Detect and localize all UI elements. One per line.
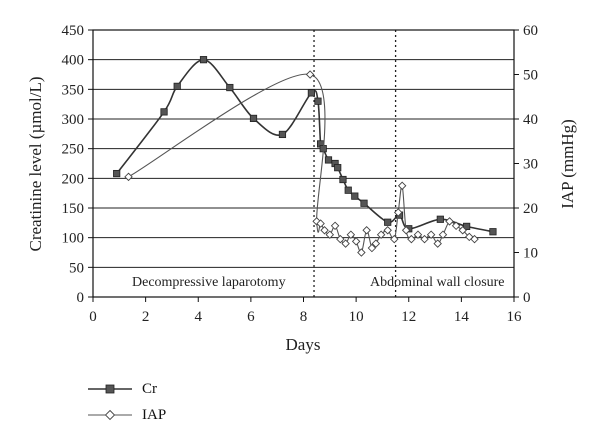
y-left-tick-label: 50	[69, 260, 84, 276]
legend-item-cr: Cr	[88, 376, 166, 402]
plot-area	[92, 29, 515, 298]
x-tick-label: 14	[454, 309, 470, 325]
annotation-laparotomy: Decompressive laparotomy	[132, 275, 286, 290]
data-point-iap	[470, 234, 479, 244]
legend-swatch-iap	[88, 409, 132, 421]
data-point-cr	[489, 228, 497, 236]
data-point-cr	[436, 215, 444, 223]
legend-label-iap: IAP	[142, 406, 167, 423]
data-point-cr	[463, 222, 471, 230]
data-point-cr	[384, 218, 392, 226]
data-point-cr	[226, 83, 234, 92]
y-left-ticks: 0 50 100 150 200 250 300 350 400 450	[62, 23, 93, 306]
data-point-iap	[316, 219, 325, 228]
data-point-cr	[324, 156, 333, 164]
x-tick-label: 4	[195, 309, 203, 325]
data-point-iap	[465, 232, 474, 242]
data-point-cr	[199, 56, 208, 64]
y-right-tick-label: 40	[523, 112, 538, 128]
series-line-iap	[128, 73, 475, 254]
y-right-ticks: 0 10 20 30 40 50 60	[514, 23, 538, 306]
data-point-iap	[336, 234, 345, 244]
data-point-cr	[278, 130, 287, 139]
data-point-iap	[426, 230, 436, 239]
y-left-tick-label: 100	[62, 231, 85, 247]
data-point-iap	[458, 226, 467, 235]
y-left-tick-label: 350	[62, 82, 85, 98]
y-left-tick-label: 150	[62, 201, 85, 217]
data-point-iap	[371, 239, 381, 248]
y-right-axis-label: IAP (mmHg)	[558, 119, 577, 209]
legend-label-cr: Cr	[142, 380, 157, 397]
annotation-closure: Abdominal wall closure	[370, 275, 505, 290]
data-point-iap	[376, 230, 386, 239]
data-point-iap	[330, 221, 340, 231]
data-point-iap	[124, 172, 133, 182]
y-left-axis-label: Creatinine level (µmol/L)	[26, 76, 45, 251]
x-tick-label: 0	[89, 309, 97, 325]
data-point-cr	[249, 114, 258, 123]
y-left-tick-label: 0	[77, 290, 85, 306]
data-point-cr	[314, 97, 322, 105]
data-point-iap	[362, 226, 371, 235]
y-right-tick-label: 30	[523, 157, 538, 173]
series-layer	[113, 56, 497, 257]
y-left-tick-label: 400	[62, 53, 85, 69]
legend-item-iap: IAP	[88, 402, 166, 428]
data-point-cr	[360, 199, 368, 207]
gridlines	[93, 59, 514, 268]
data-point-iap	[420, 234, 429, 244]
data-point-iap	[393, 208, 403, 217]
x-tick-label: 12	[401, 309, 416, 325]
y-right-tick-label: 60	[523, 23, 538, 39]
data-point-iap	[320, 226, 329, 235]
x-tick-label: 16	[507, 309, 523, 325]
data-point-cr	[344, 186, 352, 194]
data-point-iap	[390, 234, 399, 244]
data-point-iap	[325, 230, 335, 239]
x-tick-label: 6	[247, 309, 255, 325]
data-point-iap	[401, 226, 411, 235]
data-point-cr	[113, 169, 121, 178]
y-right-tick-label: 0	[523, 290, 531, 306]
data-point-iap	[407, 234, 416, 244]
data-point-cr	[334, 164, 342, 172]
data-point-iap	[341, 239, 350, 248]
y-left-tick-label: 300	[62, 112, 85, 128]
x-tick-label: 8	[300, 309, 308, 325]
x-axis-label: Days	[286, 335, 321, 354]
legend: Cr IAP	[88, 376, 166, 428]
data-point-cr	[339, 175, 347, 184]
series-line-cr	[116, 58, 494, 233]
y-right-tick-label: 10	[523, 246, 538, 262]
data-point-iap	[351, 237, 361, 246]
data-point-iap	[445, 217, 454, 226]
y-left-tick-label: 450	[62, 23, 85, 39]
y-right-tick-label: 20	[523, 201, 538, 217]
data-point-cr	[160, 108, 168, 116]
data-point-cr	[173, 82, 181, 90]
data-point-cr	[307, 89, 315, 97]
data-point-iap	[397, 181, 407, 190]
data-point-iap	[367, 243, 377, 253]
data-point-iap	[346, 230, 356, 239]
data-point-iap	[438, 230, 448, 239]
x-tick-label: 10	[349, 309, 364, 325]
y-left-tick-label: 200	[62, 171, 85, 187]
data-point-iap	[451, 221, 461, 231]
y-left-tick-label: 250	[62, 142, 85, 158]
x-tick-label: 2	[142, 309, 150, 325]
data-point-iap	[305, 70, 315, 79]
data-point-iap	[383, 226, 392, 235]
data-point-iap	[413, 230, 423, 239]
x-ticks: 0 2 4 6 8 10 12 14 16	[89, 297, 522, 325]
data-point-cr	[351, 192, 359, 200]
data-point-iap	[357, 248, 366, 257]
data-point-iap	[433, 239, 442, 248]
legend-swatch-cr	[88, 384, 132, 394]
y-right-tick-label: 50	[523, 68, 538, 84]
